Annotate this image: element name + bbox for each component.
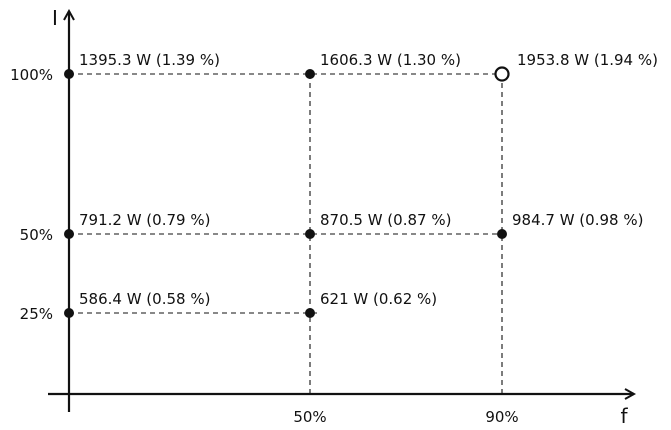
operating-point xyxy=(64,229,74,239)
operating-point xyxy=(305,229,315,239)
point-label: 984.7 W (0.98 %) xyxy=(512,211,643,229)
y-tick-label-50: 50% xyxy=(20,226,53,244)
dashed-guides xyxy=(69,73,503,394)
y-tick-label-100: 100% xyxy=(10,66,53,84)
point-label: 1606.3 W (1.30 %) xyxy=(320,51,461,69)
y-tick-label-25: 25% xyxy=(20,305,53,323)
point-label: 870.5 W (0.87 %) xyxy=(320,211,451,229)
x-axis-label: f xyxy=(620,404,628,428)
operating-point xyxy=(497,229,507,239)
point-labels: 1395.3 W (1.39 %) 1606.3 W (1.30 %) 1953.8… xyxy=(79,51,658,308)
point-label: 1395.3 W (1.39 %) xyxy=(79,51,220,69)
operating-point xyxy=(305,69,315,79)
operating-point-open xyxy=(494,66,510,82)
y-axis-label: I xyxy=(52,6,58,30)
point-label: 791.2 W (0.79 %) xyxy=(79,211,210,229)
x-tick-label-50: 50% xyxy=(293,408,326,426)
x-tick-label-90: 90% xyxy=(485,408,518,426)
tick-labels: 50% 90% 100% 50% 25% xyxy=(10,66,519,426)
operating-point xyxy=(64,308,74,318)
operating-point xyxy=(64,69,74,79)
point-label: 586.4 W (0.58 %) xyxy=(79,290,210,308)
operating-points xyxy=(64,66,510,318)
point-label: 621 W (0.62 %) xyxy=(320,290,437,308)
point-label: 1953.8 W (1.94 %) xyxy=(517,51,658,69)
operating-point xyxy=(305,308,315,318)
